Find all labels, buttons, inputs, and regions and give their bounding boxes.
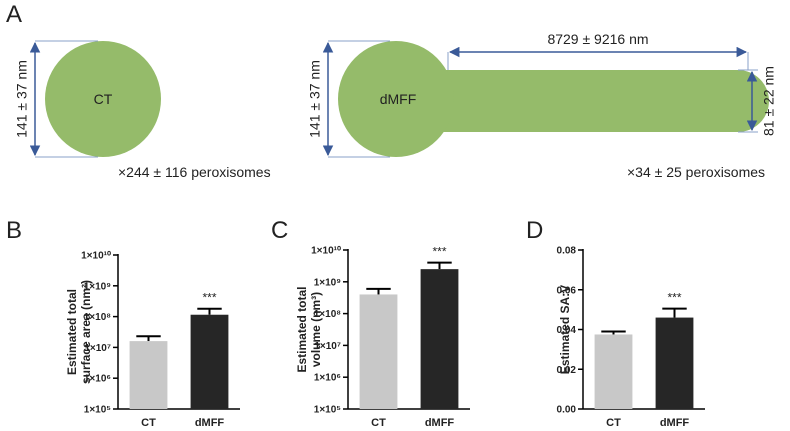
x-tick-label: CT [371,417,386,429]
significance-label: *** [202,291,216,305]
panel-label: C [271,217,288,244]
y-tick-label: 1×10⁶ [84,374,111,385]
bar [190,314,229,409]
y-tick-label: 1×10⁵ [84,405,112,416]
significance-label: *** [667,291,681,305]
y-tick-label: 0.02 [557,365,577,376]
count-label: ×34 ± 25 peroxisomes [627,164,765,180]
y-tick-label: 1×10¹⁰ [311,246,341,257]
x-tick-label: dMFF [195,417,225,429]
diameter-label: 141 ± 37 nm [307,60,323,138]
y-tick-label: 1×10⁸ [84,312,112,323]
y-tick-label: 1×10⁵ [314,405,342,416]
y-axis-label: Estimated SA:V [558,285,572,374]
y-tick-label: 1×10⁹ [84,281,112,292]
y-axis-label: Estimated total [65,289,79,375]
bar [655,317,694,409]
x-tick-label: CT [606,417,621,429]
count-label: ×244 ± 116 peroxisomes [118,164,271,180]
x-tick-label: dMFF [425,417,455,429]
y-tick-label: 0.04 [557,325,577,336]
x-tick-label: CT [141,417,156,429]
y-tick-label: 1×10¹⁰ [81,251,111,262]
significance-label: *** [432,245,446,259]
y-tick-label: 0.08 [557,246,577,257]
width-label: 81 ± 22 nm [761,66,777,136]
y-tick-label: 1×10⁹ [314,277,342,288]
y-tick-label: 1×10⁷ [314,341,341,352]
bar [420,269,459,409]
y-tick-label: 1×10⁸ [314,309,342,320]
length-label: 8729 ± 9216 nm [547,31,648,47]
panel-label: A [6,1,22,28]
dmff-label: dMFF [380,91,417,107]
bar [129,341,168,409]
bar [594,334,633,409]
y-tick-label: 0.06 [557,285,577,296]
y-tick-label: 0.00 [557,405,577,416]
y-axis-label: surface area (nm²) [79,280,93,384]
panel-label: B [6,217,22,244]
dmff-tubule [410,70,769,132]
y-axis-label: Estimated total [295,286,309,372]
panel-label: D [526,217,543,244]
x-tick-label: dMFF [660,417,690,429]
y-tick-label: 1×10⁷ [84,343,111,354]
y-tick-label: 1×10⁶ [314,373,341,384]
bar [359,294,398,409]
dmff-peroxisome [338,41,454,157]
ct-label: CT [94,91,113,107]
diameter-label: 141 ± 37 nm [14,60,30,138]
ct-peroxisome [45,41,161,157]
y-axis-label: volume (nm³) [309,292,323,367]
